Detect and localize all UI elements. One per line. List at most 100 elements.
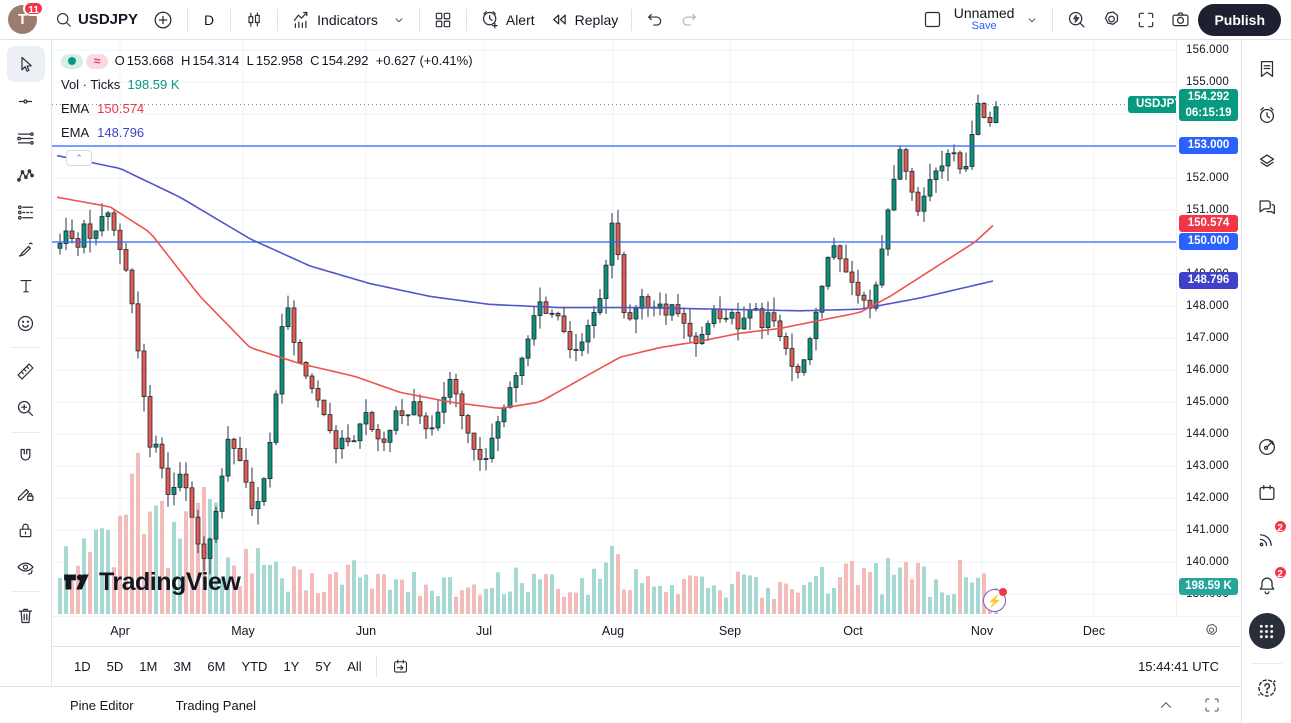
ohlc-legend-row[interactable]: ≈ O 153.668 H 154.314 L 152.958 C 154.292 +0… xyxy=(61,49,473,73)
quick-search-button[interactable] xyxy=(1059,5,1094,34)
volume-legend-row[interactable]: Vol · Ticks 198.59 K xyxy=(61,73,473,97)
undo-button[interactable] xyxy=(638,6,672,34)
publish-button[interactable]: Publish xyxy=(1198,3,1281,36)
layout-grid-button[interactable] xyxy=(426,6,460,34)
time-axis-label: Apr xyxy=(110,624,130,638)
toolbar-divider xyxy=(10,347,41,348)
ema-slow-value: 148.796 xyxy=(97,125,145,140)
magnet-tool[interactable] xyxy=(7,438,45,474)
chart-plot[interactable]: ≈ O 153.668 H 154.314 L 152.958 C 154.292 +0… xyxy=(52,40,1176,616)
drawing-mode-tool[interactable] xyxy=(7,475,45,511)
brush-tool[interactable] xyxy=(7,231,45,267)
range-button-5Y[interactable]: 5Y xyxy=(307,654,339,679)
price-tick: 144.000 xyxy=(1186,428,1229,440)
pattern-tool[interactable] xyxy=(7,157,45,193)
settings-button[interactable] xyxy=(1094,5,1129,34)
range-button-3M[interactable]: 3M xyxy=(165,654,199,679)
save-link[interactable]: Save xyxy=(971,20,997,33)
news-event-icon[interactable]: ⚡ xyxy=(983,588,1007,612)
ema-slow-line[interactable] xyxy=(56,154,994,312)
streams-button[interactable]: 2 xyxy=(1248,519,1288,558)
panel-maximize-button[interactable] xyxy=(1201,694,1223,716)
ideas-button[interactable] xyxy=(1248,428,1286,466)
hide-drawings-tool[interactable] xyxy=(7,549,45,585)
range-button-1Y[interactable]: 1Y xyxy=(275,654,307,679)
range-button-6M[interactable]: 6M xyxy=(199,654,233,679)
trend-line-tool[interactable] xyxy=(7,83,45,119)
magnet-icon xyxy=(20,448,31,461)
market-open-indicator xyxy=(61,53,83,69)
chart-style-button[interactable] xyxy=(237,6,271,34)
interval-button[interactable]: D xyxy=(194,8,224,32)
price-tick: 155.000 xyxy=(1186,76,1229,88)
legend-collapse-button[interactable]: ⌃ xyxy=(66,150,92,166)
chevron-up-icon xyxy=(1160,702,1172,708)
axis-settings-button[interactable] xyxy=(1203,622,1220,639)
layout-menu-button[interactable] xyxy=(1018,9,1046,31)
range-button-5D[interactable]: 5D xyxy=(99,654,132,679)
layout-select-button[interactable] xyxy=(915,5,950,34)
tab-pine-editor[interactable]: Pine Editor xyxy=(70,694,134,717)
position-tool[interactable] xyxy=(7,194,45,230)
time-axis-label: Jun xyxy=(355,624,377,638)
lock-drawings-tool[interactable] xyxy=(7,512,45,548)
smiley-icon xyxy=(17,315,34,331)
low-label: L xyxy=(246,53,254,68)
snapshot-button[interactable] xyxy=(1163,5,1198,34)
measure-tool[interactable] xyxy=(7,353,45,389)
chat-button[interactable] xyxy=(1248,188,1286,226)
alert-button[interactable]: Alert xyxy=(473,5,542,34)
price-axis[interactable]: 156.000155.000154.000153.000152.000151.0… xyxy=(1176,40,1241,616)
redo-icon xyxy=(683,13,697,26)
object-tree-button[interactable] xyxy=(1248,142,1286,180)
range-button-1M[interactable]: 1M xyxy=(131,654,165,679)
replay-label: Replay xyxy=(574,11,619,28)
close-value: 154.292 xyxy=(321,53,369,68)
chart-column: ≈ O 153.668 H 154.314 L 152.958 C 154.292 +0… xyxy=(52,40,1241,686)
user-avatar[interactable]: T 11 xyxy=(8,1,44,34)
calendar-button[interactable] xyxy=(1248,474,1286,512)
remove-drawings-tool[interactable] xyxy=(7,597,45,633)
fullscreen-button[interactable] xyxy=(1129,6,1163,34)
text-tool[interactable] xyxy=(7,268,45,304)
replay-button[interactable]: Replay xyxy=(542,5,626,34)
goto-date-icon xyxy=(393,659,407,673)
panel-expand-button[interactable] xyxy=(1155,694,1177,716)
emoji-tool[interactable] xyxy=(7,305,45,341)
redo-button[interactable] xyxy=(672,6,706,34)
price-tick: 147.000 xyxy=(1186,332,1229,344)
apps-menu-button[interactable] xyxy=(1248,612,1286,650)
indicator-templates-button[interactable] xyxy=(385,9,413,31)
range-button-All[interactable]: All xyxy=(339,654,369,679)
fib-lines-tool[interactable] xyxy=(7,120,45,156)
tab-trading-panel[interactable]: Trading Panel xyxy=(176,694,256,717)
zoom-in-tool[interactable] xyxy=(7,390,45,426)
indicators-button[interactable]: Indicators xyxy=(284,5,385,34)
range-button-YTD[interactable]: YTD xyxy=(233,654,275,679)
symbol-price-flag: USDJPY xyxy=(1128,96,1176,114)
clock-utc[interactable]: 15:44:41 UTC xyxy=(1130,654,1227,679)
goto-date-button[interactable] xyxy=(383,652,418,681)
ema-slow-legend-row[interactable]: EMA 148.796 xyxy=(61,121,473,145)
time-axis[interactable]: Apr May Jun Jul Aug Sep Oct Nov Dec xyxy=(52,616,1241,646)
notifications-button[interactable]: 2 xyxy=(1248,565,1288,604)
bell-icon xyxy=(1259,577,1274,595)
alerts-panel-button[interactable] xyxy=(1248,96,1286,134)
time-axis-label: Aug xyxy=(601,624,625,638)
separator xyxy=(187,8,189,31)
separator xyxy=(631,8,633,31)
range-button-1D[interactable]: 1D xyxy=(66,654,99,679)
help-button[interactable] xyxy=(1248,669,1286,707)
layout-name-save[interactable]: Unnamed Save xyxy=(950,4,1019,34)
toolbar-divider xyxy=(1251,663,1282,664)
brush-icon xyxy=(18,242,33,257)
high-label: H xyxy=(180,53,191,68)
cursor-tool[interactable] xyxy=(6,46,45,82)
watchlist-button[interactable] xyxy=(1248,50,1286,88)
ema-fast-legend-row[interactable]: EMA 150.574 xyxy=(61,97,473,121)
symbol-search-button[interactable]: USDJPY xyxy=(47,6,145,33)
ema-fast-line[interactable] xyxy=(56,196,994,410)
notifications-badge: 2 xyxy=(1272,565,1288,580)
add-symbol-button[interactable] xyxy=(145,5,181,35)
